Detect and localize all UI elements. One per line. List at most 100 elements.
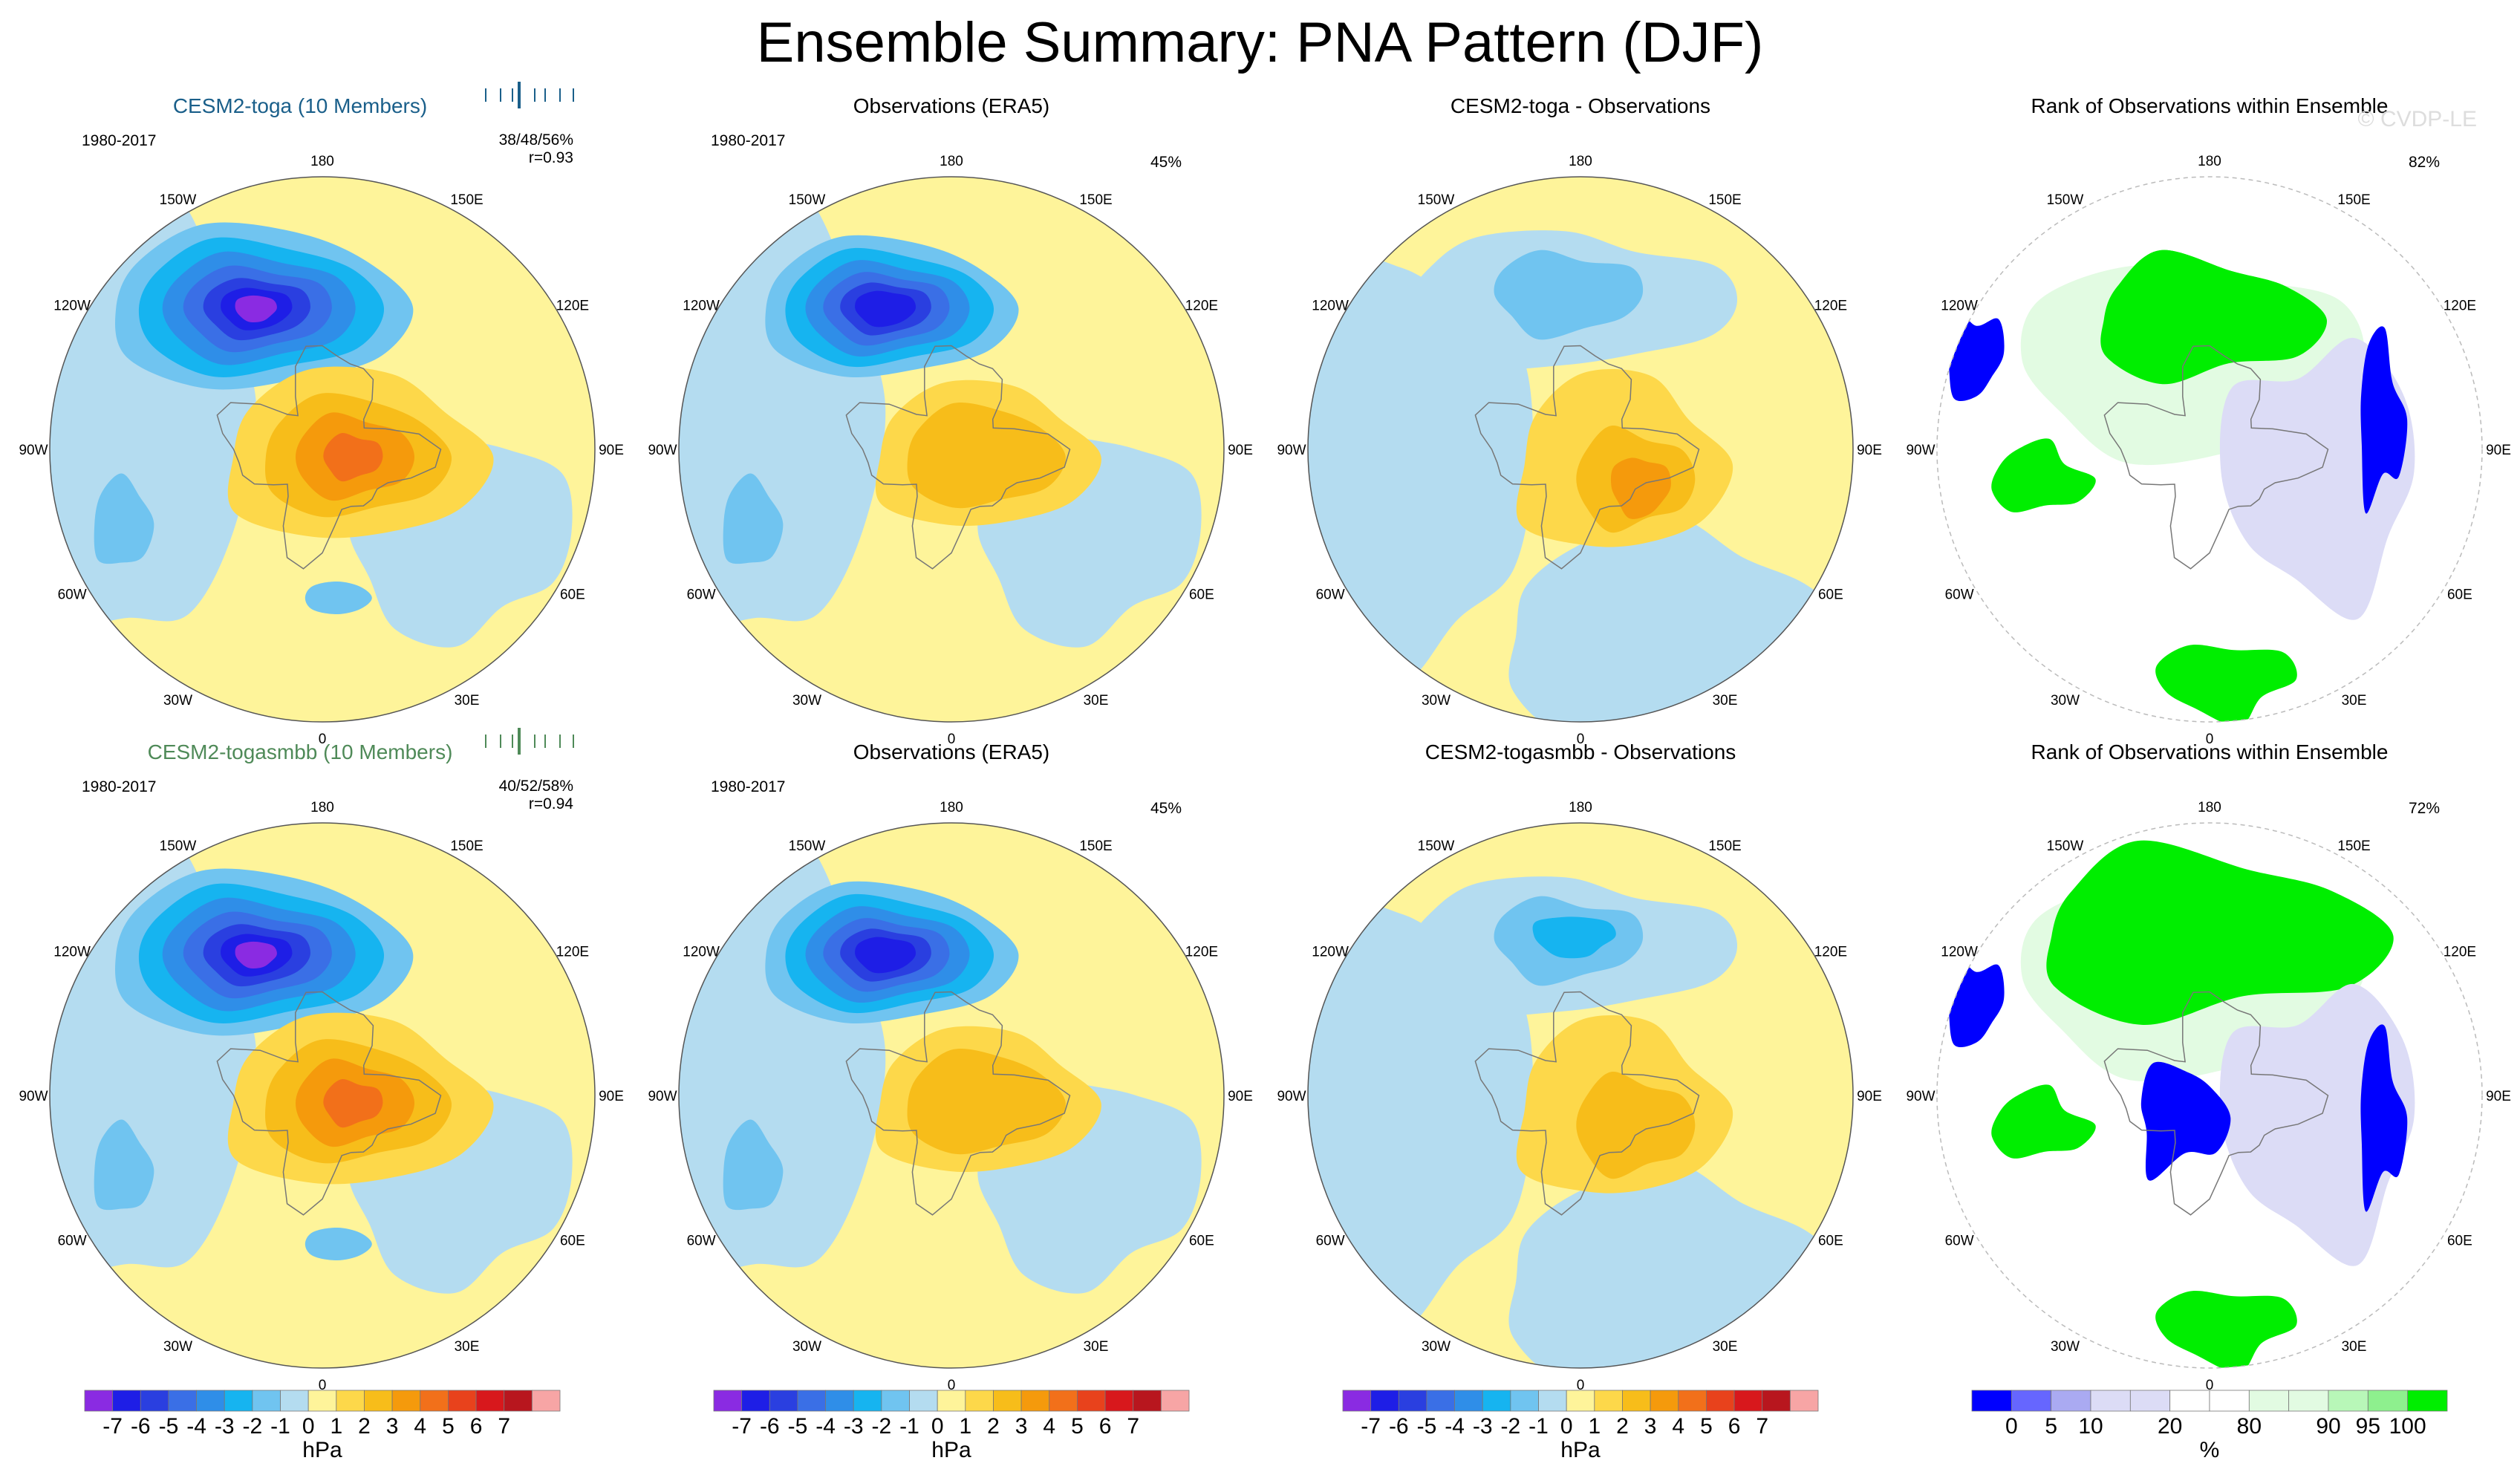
colorbar-tick-label: 4 bbox=[414, 1414, 426, 1439]
stats-label: 40/52/58% bbox=[499, 778, 573, 795]
colorbar-swatch bbox=[1538, 1390, 1567, 1412]
longitude-label: 60E bbox=[1818, 1234, 1843, 1249]
colorbar-tick-label: 20 bbox=[2158, 1414, 2182, 1439]
variance-label: 72% bbox=[2409, 800, 2440, 817]
colorbar-swatch bbox=[937, 1390, 966, 1412]
colorbar-swatch bbox=[2248, 1390, 2290, 1412]
map-border bbox=[1936, 176, 2483, 723]
longitude-label: 150W bbox=[160, 192, 197, 208]
colorbar-swatch bbox=[1454, 1390, 1483, 1412]
colorbar-tick-label: -5 bbox=[1417, 1414, 1437, 1439]
colorbar-swatch bbox=[420, 1390, 449, 1412]
longitude-label: 90W bbox=[19, 1089, 48, 1104]
longitude-label: 90E bbox=[599, 443, 624, 458]
longitude-label: 180 bbox=[1569, 800, 1592, 815]
map-panel: 180 150E 120E 90E 60E 30E 0 30W 60W 90W 120W 150W Ob… bbox=[648, 94, 1252, 747]
se-us-low bbox=[723, 1119, 784, 1211]
map-panel: 180 150E 120E 90E 60E 30E 0 30W 60W 90W 120W 150W Ob… bbox=[648, 740, 1253, 1393]
longitude-label: 60W bbox=[687, 587, 716, 603]
longitude-label: 30W bbox=[163, 693, 192, 709]
longitude-label: 150E bbox=[2337, 192, 2370, 208]
colorbar-tick-label: 5 bbox=[442, 1414, 455, 1439]
colorbar-swatch bbox=[2051, 1390, 2091, 1412]
rank-region-0-5-east bbox=[2360, 326, 2408, 514]
longitude-label: 150E bbox=[1708, 838, 1741, 854]
colorbar-tick-label: -2 bbox=[243, 1414, 263, 1439]
rank-region-95-100-west bbox=[1991, 438, 2096, 512]
longitude-label: 60E bbox=[2447, 1234, 2472, 1249]
colorbar-swatch bbox=[168, 1390, 197, 1412]
longitude-label: 30E bbox=[2342, 693, 2367, 709]
longitude-label: 150E bbox=[1079, 192, 1112, 208]
longitude-label: 90W bbox=[1906, 1089, 1935, 1104]
rank-colorbar: 0 5 10 20 80 90 95 100% bbox=[1971, 1390, 2448, 1462]
colorbar-tick-label: -1 bbox=[899, 1414, 919, 1439]
colorbar-swatch bbox=[853, 1390, 882, 1412]
colorbar-swatch bbox=[2011, 1390, 2052, 1412]
longitude-label: 120E bbox=[556, 945, 589, 960]
map-field bbox=[679, 823, 1224, 1368]
longitude-label: 90W bbox=[1277, 1089, 1306, 1104]
colorbar-tick-label: 1 bbox=[1588, 1414, 1601, 1439]
longitude-label: 30W bbox=[792, 693, 821, 709]
hpa-colorbar: -7 -6 -5 -4 -3 -2 -1 0 1 2 3 4 5 6 7 hPa bbox=[713, 1390, 1190, 1462]
longitude-label: 150W bbox=[1418, 192, 1455, 208]
longitude-label: 60W bbox=[687, 1234, 716, 1249]
longitude-label: 120E bbox=[1814, 299, 1847, 314]
canada-high-contour bbox=[907, 1048, 1066, 1155]
colorbar-tick-label: 4 bbox=[1672, 1414, 1684, 1439]
longitude-label: 150E bbox=[1708, 192, 1741, 208]
map-panel: 180 150E 120E 90E 60E 30E 0 30W 60W 90W 120W 150W CE… bbox=[1277, 94, 1881, 747]
colorbar-swatch bbox=[993, 1390, 1022, 1412]
map-border bbox=[1307, 176, 1854, 723]
colorbar-tick-label: 3 bbox=[1644, 1414, 1657, 1439]
colorbar-tick-label: 7 bbox=[1756, 1414, 1768, 1439]
colorbar-tick-label: -2 bbox=[872, 1414, 892, 1439]
colorbar-swatch bbox=[769, 1390, 798, 1412]
page-title: Ensemble Summary: PNA Pattern (DJF) bbox=[756, 11, 1764, 74]
longitude-label: 150E bbox=[1079, 838, 1112, 854]
longitude-label: 90W bbox=[19, 443, 48, 458]
longitude-label: 120W bbox=[683, 945, 720, 960]
colorbar-swatch bbox=[1789, 1390, 1819, 1412]
canada-high-contour-strong bbox=[1610, 457, 1671, 519]
colorbar-swatch bbox=[2328, 1390, 2368, 1412]
longitude-label: 150W bbox=[2047, 192, 2084, 208]
canada-high-contour bbox=[1576, 1071, 1696, 1179]
longitude-label: 180 bbox=[310, 154, 334, 169]
longitude-label: 120E bbox=[2444, 299, 2476, 314]
colorbar-tick-label: 1 bbox=[959, 1414, 971, 1439]
colorbar-tick-label: 0 bbox=[931, 1414, 944, 1439]
colorbar-swatch bbox=[364, 1390, 393, 1412]
colorbar-swatch bbox=[2090, 1390, 2131, 1412]
longitude-label: 120E bbox=[1185, 299, 1218, 314]
colorbar-tick-label: -2 bbox=[1501, 1414, 1521, 1439]
stats-label: 38/48/56% bbox=[499, 131, 573, 149]
colorbar-tick-label: 1 bbox=[330, 1414, 342, 1439]
panel-title: CESM2-toga - Observations bbox=[1451, 94, 1710, 117]
colorbar-tick-label: 7 bbox=[1127, 1414, 1139, 1439]
longitude-label: 120W bbox=[53, 299, 91, 314]
longitude-label: 180 bbox=[940, 154, 963, 169]
longitude-label: 90E bbox=[1228, 1089, 1253, 1104]
colorbar-tick-label: 90 bbox=[2316, 1414, 2340, 1439]
longitude-label: 0 bbox=[948, 1378, 956, 1393]
colorbar-tick-label: 80 bbox=[2237, 1414, 2262, 1439]
north-pacific-contour bbox=[1494, 250, 1644, 340]
map-field bbox=[50, 823, 595, 1368]
map-panel: 180 150E 120E 90E 60E 30E 0 30W 60W 90W 120W 150W Ra… bbox=[1906, 740, 2510, 1393]
longitude-label: 120W bbox=[683, 299, 720, 314]
colorbar-swatch bbox=[391, 1390, 421, 1412]
longitude-label: 120W bbox=[53, 945, 91, 960]
colorbar-tick-label: 3 bbox=[1015, 1414, 1028, 1439]
longitude-label: 90E bbox=[599, 1089, 624, 1104]
north-pacific-low-contour bbox=[855, 937, 916, 974]
hpa-colorbar: -7 -6 -5 -4 -3 -2 -1 0 1 2 3 4 5 6 7 hPa bbox=[84, 1390, 561, 1462]
colorbar-tick-label: 6 bbox=[1728, 1414, 1741, 1439]
longitude-label: 120E bbox=[1814, 945, 1847, 960]
colorbar-tick-label: 2 bbox=[358, 1414, 371, 1439]
coastline bbox=[216, 991, 442, 1216]
colorbar-unit-label: hPa bbox=[1560, 1438, 1601, 1462]
colorbar-swatch bbox=[1510, 1390, 1539, 1412]
longitude-label: 30E bbox=[1713, 1339, 1738, 1355]
